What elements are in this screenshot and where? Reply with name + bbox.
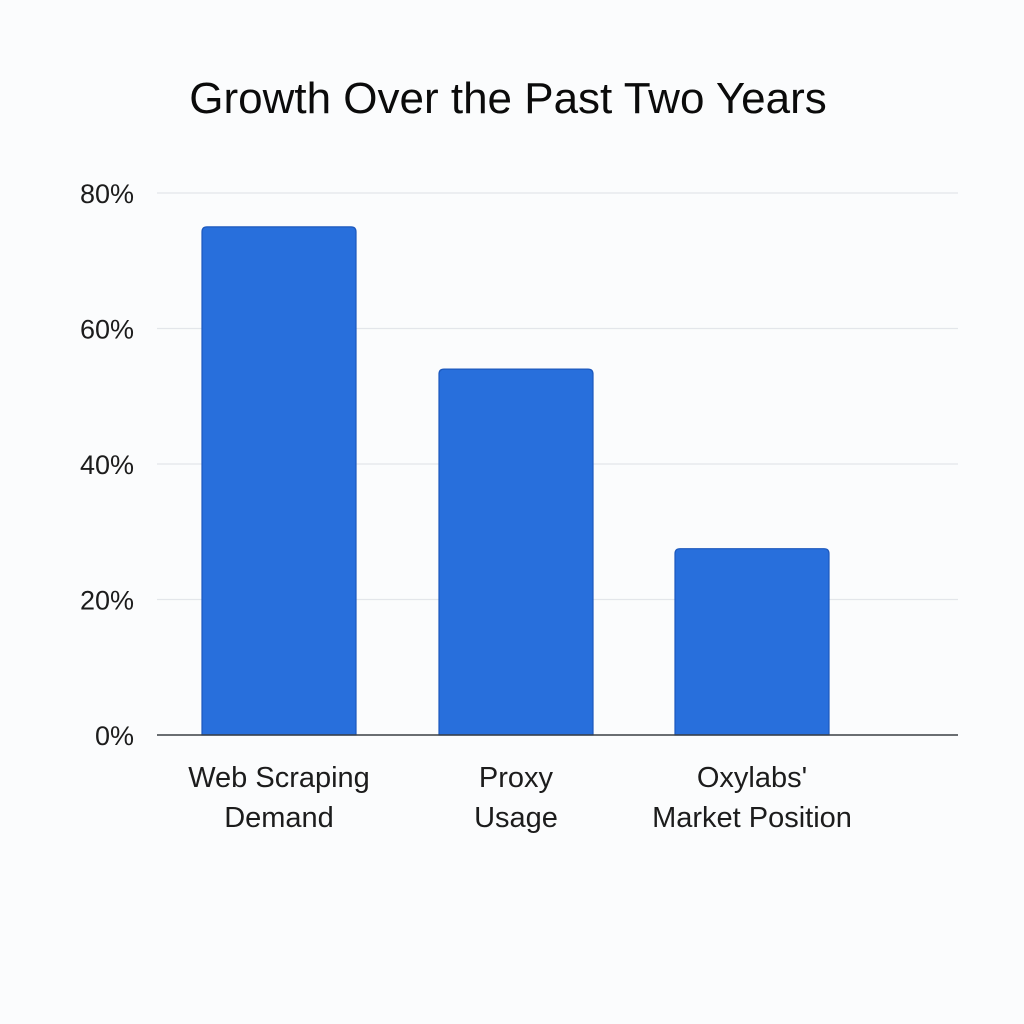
y-tick-label: 20% [80,586,134,616]
x-category-label: Market Position [652,802,852,834]
bars [201,226,830,736]
y-tick-label: 0% [95,721,134,751]
x-axis-labels: Web Scraping Demand Proxy Usage Oxylabs' Mark… [188,762,852,834]
bar [438,368,594,736]
x-category-label: Proxy [479,762,554,794]
bar [201,226,357,736]
x-category-label: Web Scraping [188,762,370,794]
chart-title: Growth Over the Past Two Years [189,74,827,123]
y-tick-label: 40% [80,450,134,480]
x-category-label: Demand [224,802,334,834]
y-axis-ticks: 0% 20% 40% 60% 80% [80,179,134,751]
x-category-label: Usage [474,802,558,834]
y-tick-label: 60% [80,315,134,345]
y-tick-label: 80% [80,179,134,209]
bar [674,548,830,736]
x-category-label: Oxylabs' [697,762,807,794]
